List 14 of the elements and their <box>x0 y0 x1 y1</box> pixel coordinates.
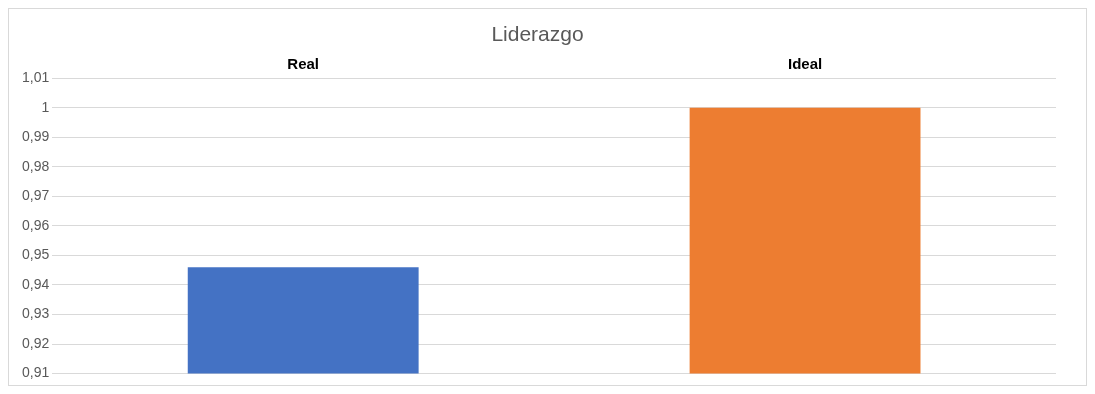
y-tick-label: 0,91 <box>22 364 50 381</box>
x-tick-label: Real <box>287 55 320 73</box>
y-tick-label: 1,01 <box>22 69 50 86</box>
y-tick-label: 0,93 <box>22 305 50 322</box>
chart-title: Liderazgo <box>491 22 584 46</box>
y-tick-label: 0,98 <box>22 157 50 174</box>
y-tick-label: 0,92 <box>22 334 50 351</box>
y-tick-label: 0,94 <box>22 275 50 292</box>
y-tick-label: 0,96 <box>22 216 50 233</box>
y-tick-label: 0,97 <box>22 187 50 204</box>
y-tick-label: 0,95 <box>22 246 50 263</box>
y-tick-label: 0,99 <box>22 128 50 145</box>
x-tick-label: Ideal <box>787 55 823 73</box>
y-tick-label: 1 <box>41 98 50 115</box>
